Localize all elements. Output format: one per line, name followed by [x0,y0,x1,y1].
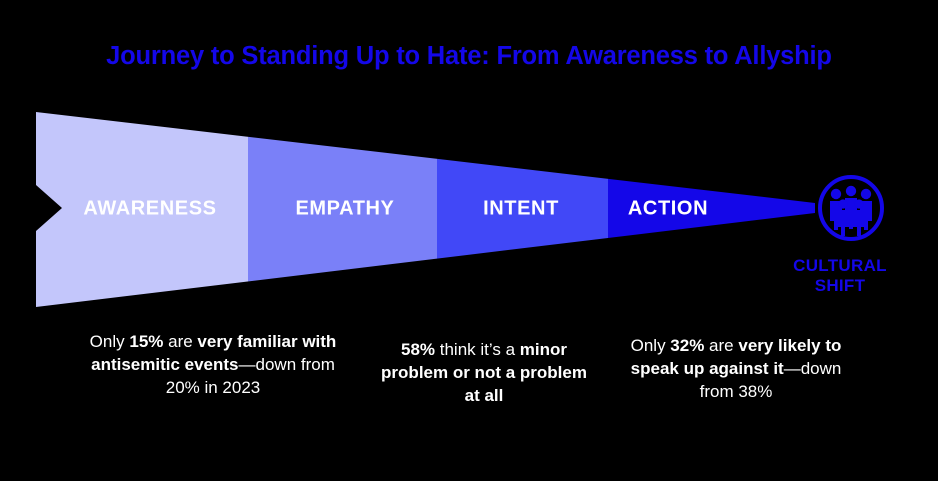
funnel-label-intent: INTENT [483,197,559,219]
awareness-caption: Only 15% are very familiar with antisemi… [89,332,337,398]
funnel-svg: AWARENESS EMPATHY INTENT ACTION [30,100,884,320]
funnel-diagram: AWARENESS EMPATHY INTENT ACTION [0,100,938,320]
cultural-shift-label: CULTURAL SHIFT [760,256,920,296]
cultural-shift-line-2: SHIFT [814,276,866,296]
cultural-shift-line-1: CULTURAL [793,256,887,275]
action-caption: Only 32% are very likely to speak up aga… [630,336,842,402]
group-of-people-icon [818,175,884,241]
page-title: Journey to Standing Up to Hate: From Awa… [106,42,832,70]
funnel-label-action: ACTION [628,197,708,219]
funnel-label-awareness: AWARENESS [83,197,216,219]
funnel-stage-awareness[interactable] [30,100,248,320]
empathy-caption: 58% think it’s a minor problem or not a … [381,340,587,406]
funnel-label-empathy: EMPATHY [295,197,394,219]
